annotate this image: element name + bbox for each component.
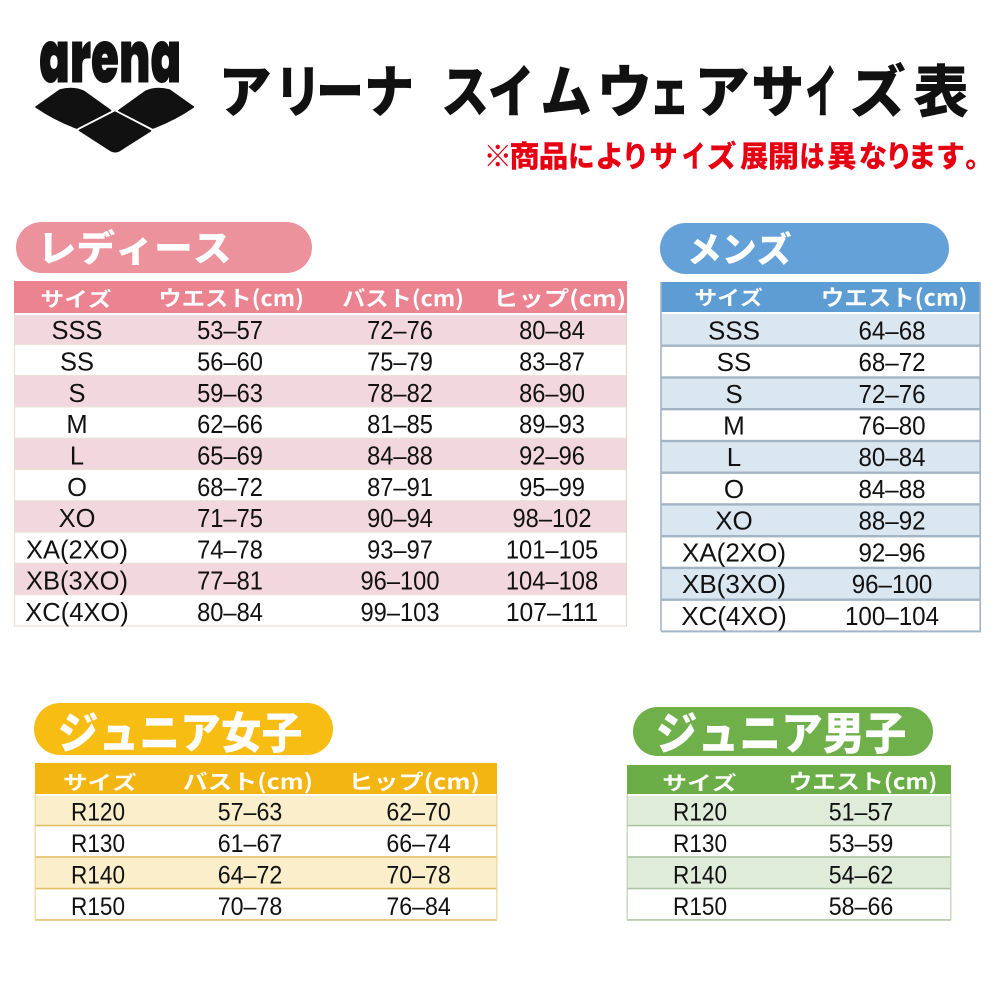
svg-text:64–72: 64–72 — [218, 861, 283, 889]
svg-text:XC(4XO): XC(4XO) — [681, 601, 786, 631]
svg-text:68–72: 68–72 — [197, 474, 263, 502]
svg-text:95–99: 95–99 — [519, 474, 585, 502]
svg-text:R130: R130 — [673, 830, 727, 858]
svg-text:80–84: 80–84 — [519, 317, 585, 345]
svg-text:SS: SS — [60, 349, 94, 377]
svg-text:104–108: 104–108 — [506, 568, 598, 596]
svg-text:S: S — [725, 379, 742, 409]
svg-text:88–92: 88–92 — [858, 506, 925, 536]
svg-text:87–91: 87–91 — [367, 474, 433, 502]
svg-text:66–74: 66–74 — [386, 830, 451, 858]
svg-text:86–90: 86–90 — [519, 380, 585, 408]
svg-text:R140: R140 — [673, 861, 727, 889]
svg-text:101–105: 101–105 — [506, 536, 598, 564]
svg-text:SSS: SSS — [708, 315, 760, 345]
svg-text:L: L — [70, 442, 84, 470]
svg-text:51–57: 51–57 — [829, 798, 894, 826]
svg-text:96–100: 96–100 — [361, 568, 440, 596]
svg-text:54–62: 54–62 — [829, 861, 894, 889]
svg-text:L: L — [727, 442, 741, 472]
svg-text:98–102: 98–102 — [513, 505, 592, 533]
svg-text:84–88: 84–88 — [858, 474, 925, 504]
svg-text:70–78: 70–78 — [218, 893, 283, 921]
svg-text:XC(4XO): XC(4XO) — [25, 599, 128, 627]
svg-text:89–93: 89–93 — [519, 411, 585, 439]
svg-text:R120: R120 — [71, 798, 125, 826]
svg-text:M: M — [66, 411, 87, 439]
svg-text:96–100: 96–100 — [852, 569, 933, 599]
svg-text:92–96: 92–96 — [858, 537, 925, 567]
svg-text:R140: R140 — [71, 861, 125, 889]
svg-text:80–84: 80–84 — [858, 442, 925, 472]
svg-text:78–82: 78–82 — [367, 380, 433, 408]
svg-text:62–70: 62–70 — [386, 798, 451, 826]
svg-text:65–69: 65–69 — [197, 442, 263, 470]
svg-text:90–94: 90–94 — [367, 505, 433, 533]
svg-text:84–88: 84–88 — [367, 442, 433, 470]
svg-text:SS: SS — [717, 347, 752, 377]
svg-text:S: S — [68, 380, 85, 408]
svg-text:O: O — [67, 474, 87, 502]
svg-text:76–84: 76–84 — [386, 893, 451, 921]
svg-text:56–60: 56–60 — [197, 349, 263, 377]
svg-text:M: M — [723, 411, 745, 441]
svg-text:XA(2XO): XA(2XO) — [682, 537, 786, 567]
svg-text:58–66: 58–66 — [829, 893, 894, 921]
svg-text:XO: XO — [715, 506, 753, 536]
svg-text:O: O — [724, 474, 744, 504]
svg-text:93–97: 93–97 — [367, 536, 433, 564]
svg-text:61–67: 61–67 — [218, 830, 283, 858]
svg-text:57–63: 57–63 — [218, 798, 283, 826]
svg-text:XA(2XO): XA(2XO) — [26, 536, 128, 564]
svg-text:80–84: 80–84 — [197, 599, 263, 627]
svg-text:83–87: 83–87 — [519, 349, 585, 377]
svg-text:R150: R150 — [71, 893, 125, 921]
svg-text:71–75: 71–75 — [197, 505, 263, 533]
svg-text:72–76: 72–76 — [367, 317, 433, 345]
svg-text:XB(3XO): XB(3XO) — [682, 569, 786, 599]
svg-text:81–85: 81–85 — [367, 411, 433, 439]
svg-text:62–66: 62–66 — [197, 411, 263, 439]
svg-text:77–81: 77–81 — [197, 568, 263, 596]
svg-text:53–57: 53–57 — [197, 317, 263, 345]
svg-text:100–104: 100–104 — [845, 601, 939, 631]
svg-text:53–59: 53–59 — [829, 830, 894, 858]
svg-text:59–63: 59–63 — [197, 380, 263, 408]
svg-text:75–79: 75–79 — [367, 349, 433, 377]
svg-text:70–78: 70–78 — [386, 861, 451, 889]
svg-text:XB(3XO): XB(3XO) — [26, 568, 128, 596]
svg-text:99–103: 99–103 — [361, 599, 440, 627]
svg-text:XO: XO — [59, 505, 96, 533]
svg-text:64–68: 64–68 — [858, 315, 925, 345]
svg-text:107–111: 107–111 — [506, 599, 598, 627]
svg-text:92–96: 92–96 — [519, 442, 585, 470]
svg-text:SSS: SSS — [51, 317, 102, 345]
svg-text:R150: R150 — [673, 893, 727, 921]
svg-text:76–80: 76–80 — [858, 411, 925, 441]
svg-text:74–78: 74–78 — [197, 536, 263, 564]
svg-text:72–76: 72–76 — [858, 379, 925, 409]
svg-text:68–72: 68–72 — [858, 347, 925, 377]
svg-text:R130: R130 — [71, 830, 125, 858]
svg-text:R120: R120 — [673, 798, 727, 826]
